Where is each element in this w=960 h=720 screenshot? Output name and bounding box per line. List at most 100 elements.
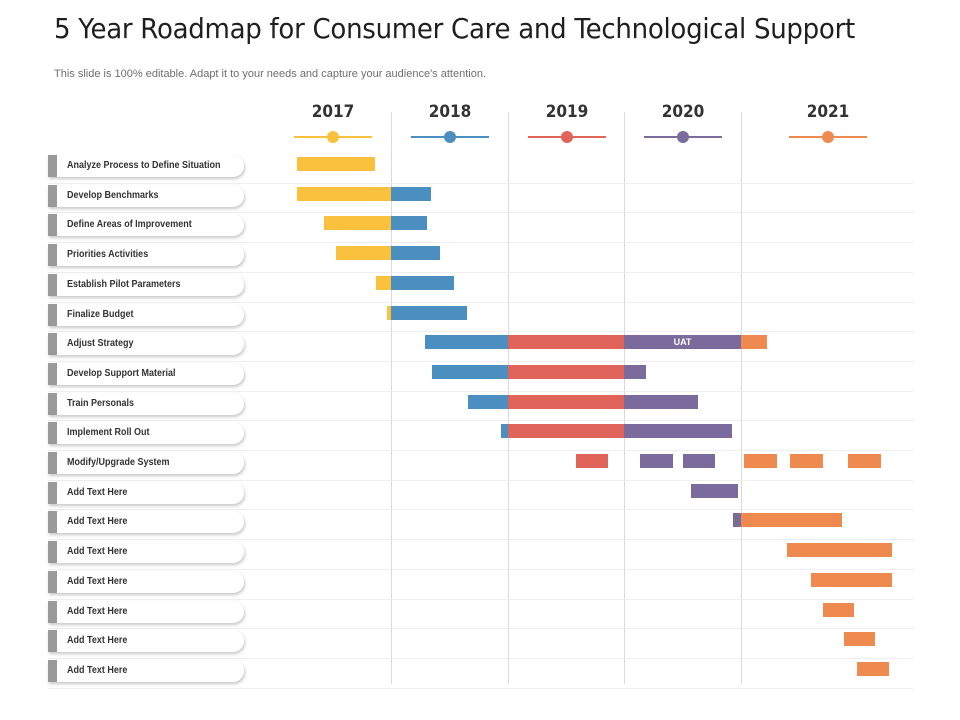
task-label: Modify/Upgrade System (48, 452, 244, 474)
label-tab (48, 333, 57, 355)
year-marker-2020 (644, 131, 722, 143)
gantt-bar-2021 (811, 573, 892, 587)
page-subtitle: This slide is 100% editable. Adapt it to… (54, 68, 486, 80)
gantt-bar-2020 (624, 424, 732, 438)
year-header-2021: 2021 (806, 102, 850, 122)
label-tab (48, 244, 57, 266)
row-separator (48, 183, 914, 184)
task-label-text: Adjust Strategy (67, 338, 134, 349)
task-label-text: Define Areas of Improvement (67, 219, 192, 230)
label-tab (48, 511, 57, 533)
gantt-bar-2020 (640, 454, 673, 468)
label-tab (48, 304, 57, 326)
task-label: Add Text Here (48, 630, 244, 652)
gantt-bar-2021 (848, 454, 881, 468)
label-tab (48, 660, 57, 682)
label-tab (48, 393, 57, 415)
row-separator (48, 688, 914, 689)
year-divider (391, 112, 392, 684)
task-label: Add Text Here (48, 601, 244, 623)
gantt-bar-2021 (823, 603, 854, 617)
gantt-bar-2018 (432, 365, 508, 379)
row-separator (48, 302, 914, 303)
gantt-bar-2018 (391, 246, 440, 260)
timeline-dot (444, 131, 456, 143)
year-marker-2017 (294, 131, 372, 143)
task-label-text: Add Text Here (67, 606, 128, 617)
label-tab (48, 482, 57, 504)
row-separator (48, 509, 914, 510)
timeline-dot (677, 131, 689, 143)
gantt-bar-2020 (624, 365, 646, 379)
label-tab (48, 571, 57, 593)
timeline-dot (327, 131, 339, 143)
row-separator (48, 628, 914, 629)
task-label: Develop Support Material (48, 363, 244, 385)
page-title: 5 Year Roadmap for Consumer Care and Tec… (54, 12, 855, 45)
timeline-dot (822, 131, 834, 143)
task-label-text: Analyze Process to Define Situation (67, 160, 221, 171)
gantt-bar-2017 (324, 216, 391, 230)
gantt-bar-2017 (297, 157, 375, 171)
row-separator (48, 242, 914, 243)
gantt-bar-2020 (624, 395, 698, 409)
gantt-bar-2019 (508, 365, 624, 379)
gantt-bar-2018 (391, 187, 431, 201)
task-label: Add Text Here (48, 571, 244, 593)
task-label-text: Add Text Here (67, 635, 128, 646)
row-separator (48, 569, 914, 570)
gantt-bar-2017 (376, 276, 391, 290)
task-label: Analyze Process to Define Situation (48, 155, 244, 177)
task-label: Add Text Here (48, 660, 244, 682)
row-separator (48, 599, 914, 600)
task-label-text: Add Text Here (67, 546, 128, 557)
row-separator (48, 539, 914, 540)
gantt-bar-2019 (508, 395, 624, 409)
row-separator (48, 450, 914, 451)
gantt-bar-2020 (691, 484, 738, 498)
task-label: Develop Benchmarks (48, 185, 244, 207)
label-tab (48, 630, 57, 652)
gantt-bar-2018 (425, 335, 508, 349)
row-separator (48, 212, 914, 213)
label-tab (48, 214, 57, 236)
year-header-2019: 2019 (545, 102, 589, 122)
task-label: Add Text Here (48, 511, 244, 533)
task-label-text: Implement Roll Out (67, 427, 150, 438)
label-tab (48, 541, 57, 563)
gantt-bar-2019 (576, 454, 608, 468)
gantt-bar-2019 (508, 424, 624, 438)
gantt-bar-2021 (744, 454, 777, 468)
year-header-2020: 2020 (661, 102, 705, 122)
gantt-bar-2021 (787, 543, 892, 557)
year-marker-2021 (789, 131, 867, 143)
row-separator (48, 480, 914, 481)
row-separator (48, 361, 914, 362)
task-label-text: Finalize Budget (67, 309, 134, 320)
label-tab (48, 452, 57, 474)
task-label: Define Areas of Improvement (48, 214, 244, 236)
gantt-bar-2017 (297, 187, 391, 201)
gantt-bar-2018 (468, 395, 508, 409)
label-tab (48, 185, 57, 207)
task-label-text: Priorities Activities (67, 249, 149, 260)
timeline-dot (561, 131, 573, 143)
gantt-bar-2017 (387, 306, 391, 320)
row-separator (48, 272, 914, 273)
task-label: Priorities Activities (48, 244, 244, 266)
task-label-text: Establish Pilot Parameters (67, 279, 181, 290)
label-tab (48, 155, 57, 177)
task-label-text: Add Text Here (67, 665, 128, 676)
task-label: Adjust Strategy (48, 333, 244, 355)
label-tab (48, 363, 57, 385)
label-tab (48, 422, 57, 444)
gantt-bar-2018 (501, 424, 508, 438)
gantt-bar-2021 (741, 335, 767, 349)
task-label: Train Personals (48, 393, 244, 415)
gantt-bar-2021 (857, 662, 889, 676)
year-header-2017: 2017 (311, 102, 355, 122)
gantt-bar-2018 (391, 306, 467, 320)
task-label: Establish Pilot Parameters (48, 274, 244, 296)
gantt-bar-2017 (336, 246, 391, 260)
label-tab (48, 601, 57, 623)
